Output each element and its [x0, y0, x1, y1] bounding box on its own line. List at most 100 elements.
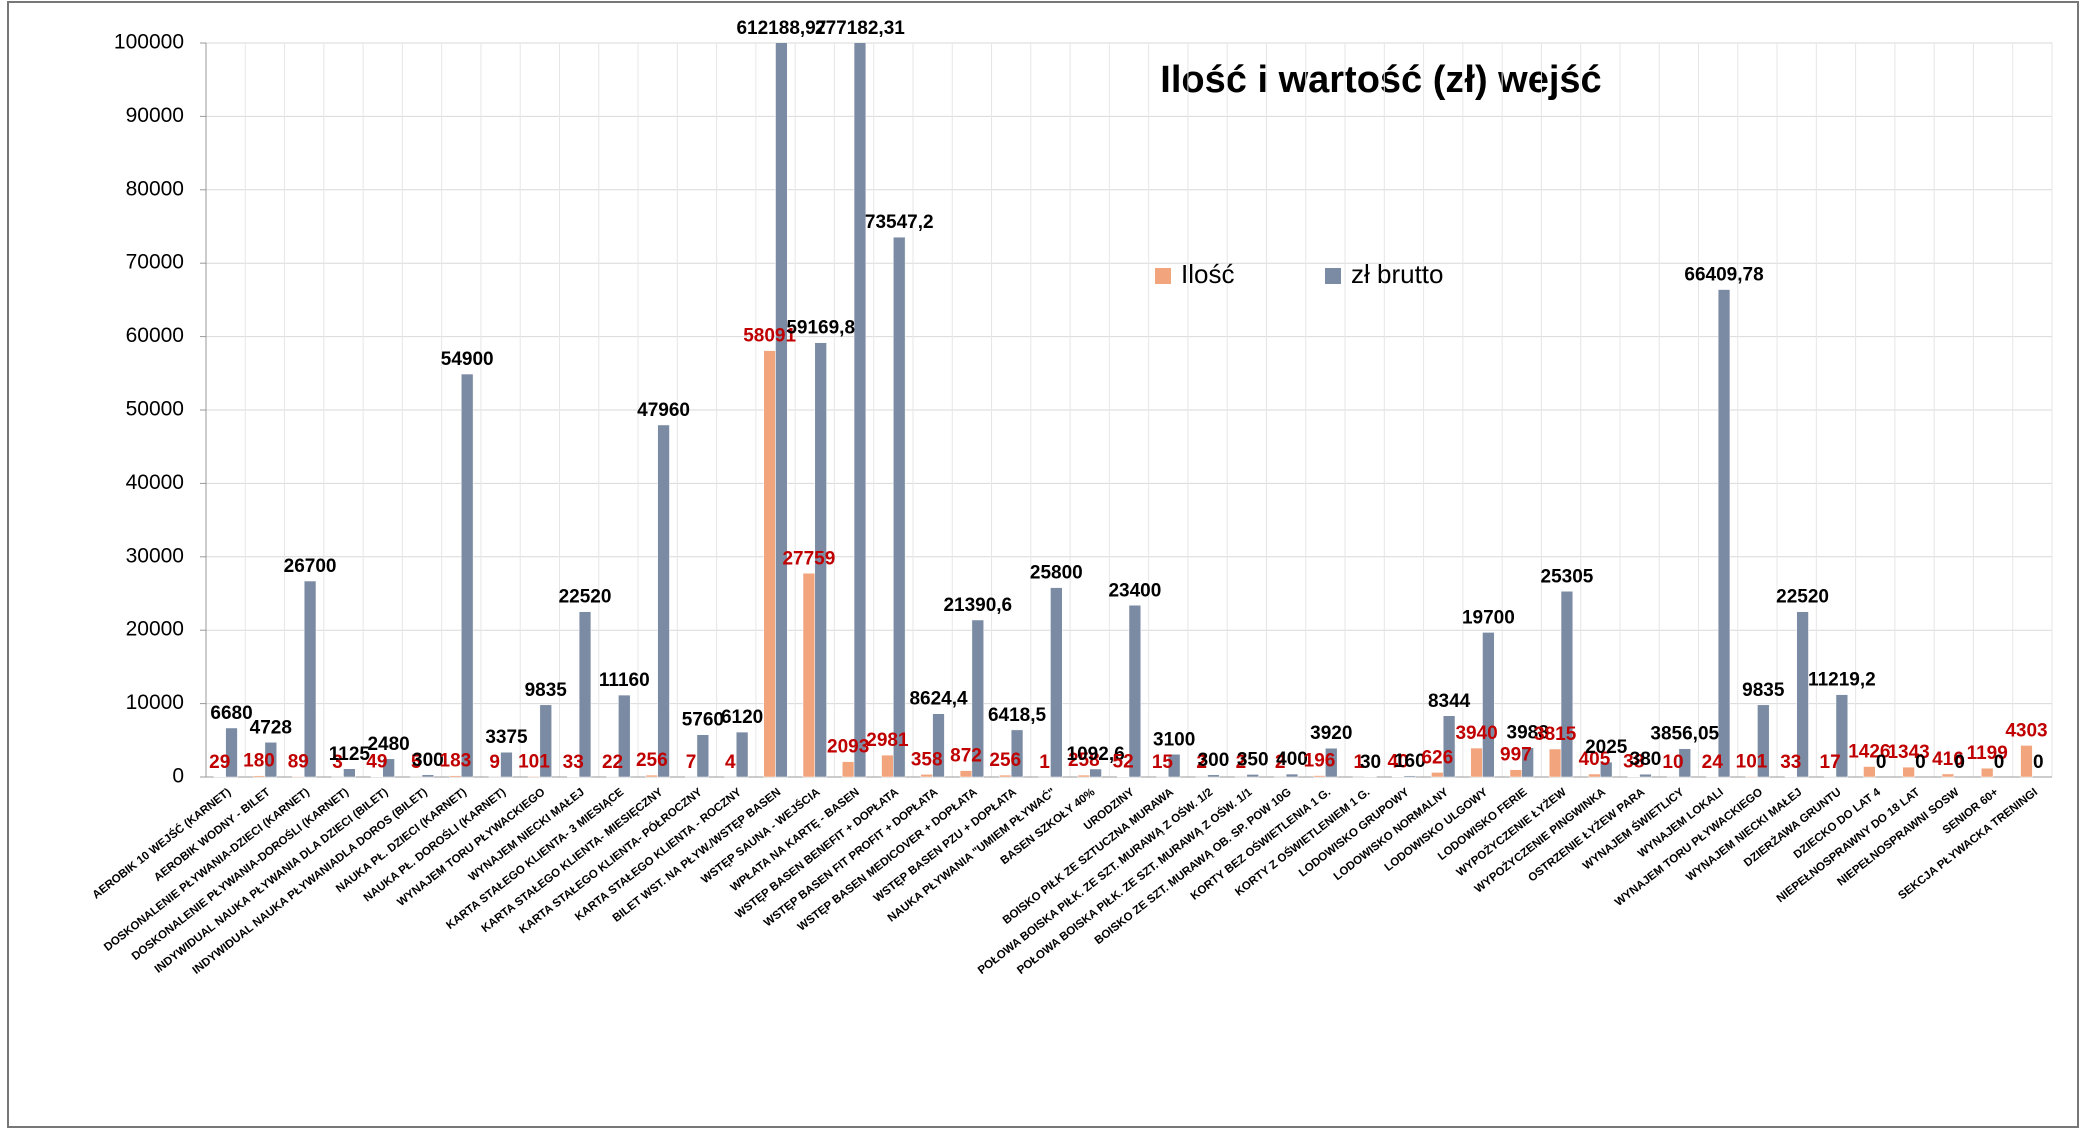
- value-label: 33: [1780, 752, 1801, 773]
- y-tick-label: 40000: [126, 471, 184, 494]
- value-label: 19700: [1462, 607, 1515, 628]
- value-label: 1125: [329, 744, 371, 765]
- bar: [959, 770, 973, 778]
- x-tick-label: KARTA STAŁEGO KLIENTA- PÓŁROCZNY: [517, 785, 705, 936]
- value-label: 27759: [782, 548, 835, 569]
- bar: [527, 776, 541, 778]
- bar: [1757, 704, 1770, 778]
- bar: [1717, 289, 1731, 778]
- y-tick-label: 30000: [126, 544, 184, 567]
- value-label: 256: [989, 750, 1021, 771]
- bar: [1431, 772, 1444, 778]
- bar: [1285, 773, 1299, 778]
- y-tick-label: 0: [172, 765, 184, 788]
- value-label: 872: [950, 746, 982, 767]
- value-label: 23400: [1108, 580, 1161, 601]
- value-label: 0: [1876, 752, 1887, 773]
- value-label: 3988: [1507, 723, 1549, 744]
- value-label: 612188,97: [736, 18, 826, 39]
- bar: [1470, 747, 1483, 778]
- value-label: 1343: [1887, 742, 1929, 763]
- bar: [1835, 694, 1849, 778]
- y-tick-label: 20000: [126, 618, 184, 641]
- value-label: 5760: [682, 710, 724, 731]
- value-label: 256: [636, 750, 668, 771]
- bar: [1560, 591, 1574, 778]
- value-label: 66409,78: [1684, 265, 1763, 286]
- bar: [421, 774, 435, 778]
- value-label: 33: [563, 752, 584, 773]
- bar: [1482, 632, 1495, 778]
- value-label: 52: [1113, 752, 1134, 773]
- value-label: 4728: [250, 717, 292, 738]
- value-label: 2: [1236, 752, 1247, 773]
- value-label: 2981: [866, 730, 909, 751]
- value-label: 258: [1068, 750, 1100, 771]
- value-label: 25800: [1030, 563, 1083, 584]
- value-label: 405: [1579, 749, 1611, 770]
- bar: [1128, 604, 1142, 778]
- value-label: 24: [1702, 752, 1724, 773]
- y-tick-label: 10000: [126, 691, 184, 714]
- bar: [1745, 776, 1758, 778]
- value-label: 73547,2: [865, 212, 934, 233]
- bar: [1403, 775, 1416, 778]
- bar: [1077, 774, 1090, 778]
- x-tick-label: NIEPEŁNOSPRAWNY DO 18 LAT: [1775, 786, 1923, 905]
- bar: [814, 342, 827, 778]
- value-label: 8624,4: [909, 689, 968, 710]
- value-label: 30: [1360, 752, 1381, 773]
- value-label: 380: [1630, 749, 1662, 770]
- value-label: 4: [725, 752, 736, 773]
- value-label: 300: [412, 750, 444, 771]
- bar: [1941, 773, 1955, 778]
- value-label: 0: [1994, 752, 2005, 773]
- value-label: 9: [489, 752, 500, 773]
- value-label: 3940: [1455, 723, 1497, 744]
- value-label: 38: [1623, 752, 1644, 773]
- value-label: 350: [1237, 749, 1269, 770]
- chart-border: [7, 1, 2079, 1128]
- bar: [1050, 587, 1063, 778]
- bar: [1549, 748, 1562, 778]
- x-tick-label: NAUKA PŁ. DOROŚLI (KARNET): [361, 785, 508, 904]
- bar: [618, 694, 631, 778]
- bar: [1313, 775, 1326, 778]
- value-label: 49: [366, 752, 387, 773]
- value-label: 358: [911, 749, 943, 770]
- value-label: 3375: [485, 727, 528, 748]
- value-label: 5: [411, 752, 422, 773]
- value-label: 6418,5: [988, 705, 1047, 726]
- bar: [1246, 774, 1259, 778]
- value-label: 9835: [525, 680, 568, 701]
- value-label: 26700: [284, 556, 337, 577]
- bar: [1796, 611, 1809, 778]
- bar: [657, 424, 670, 778]
- x-tick-label: KORTY BEZ OŚWIETLENIA 1 G.: [1188, 786, 1333, 903]
- bar: [1902, 766, 1915, 778]
- value-label: 1: [1353, 752, 1364, 773]
- value-label: 0: [2033, 752, 2044, 773]
- bar: [1089, 768, 1102, 778]
- bar: [1639, 773, 1652, 778]
- value-label: 183: [440, 751, 472, 772]
- value-label: 22520: [1776, 587, 1829, 608]
- x-tick-label: AEROBIK 10 WEJŚĆ (KARNET): [90, 785, 234, 901]
- bar: [461, 373, 474, 778]
- y-tick-label: 60000: [126, 324, 184, 347]
- x-tick-label: KARTA STAŁEGO KLIENTA- MIESIĘCZNY: [480, 786, 666, 935]
- value-label: 626: [1421, 747, 1453, 768]
- value-label: 416: [1932, 749, 1964, 770]
- value-label: 3856,05: [1650, 724, 1719, 745]
- bar: [1600, 761, 1613, 778]
- value-label: 47960: [637, 400, 690, 421]
- value-label: 4303: [2005, 720, 2047, 741]
- bar: [802, 572, 816, 778]
- value-label: 40: [1387, 752, 1408, 773]
- value-label: 1199: [1967, 743, 2008, 764]
- value-label: 58091: [743, 326, 796, 347]
- value-label: 17: [1820, 752, 1841, 773]
- bar: [303, 580, 317, 778]
- value-label: 997: [1500, 745, 1532, 766]
- value-label: 3815: [1534, 724, 1577, 745]
